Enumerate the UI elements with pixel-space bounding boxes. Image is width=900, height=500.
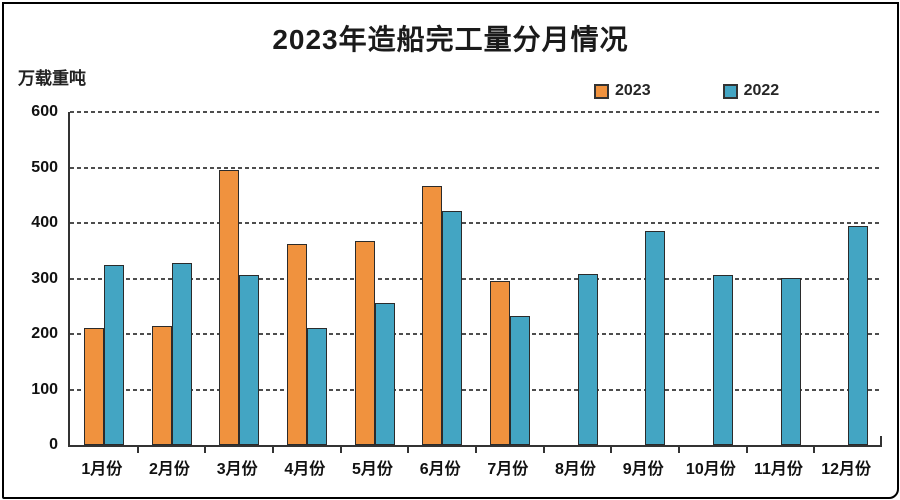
bar-2022-2月份 (171, 262, 192, 445)
x-tick-label-7月份: 7月份 (487, 461, 529, 478)
x-axis-tick (745, 447, 748, 453)
gridline-200 (70, 333, 882, 335)
x-axis-tick (610, 447, 613, 453)
x-axis-end-tick (880, 436, 882, 445)
bar-2022-9月份 (645, 230, 666, 445)
x-tick-label-11月份: 11月份 (754, 461, 803, 478)
x-tick-label-6月份: 6月份 (419, 461, 461, 478)
legend-entry-2023: 2023 (594, 82, 651, 100)
legend-label-2022: 2022 (743, 82, 780, 99)
y-tick-label-0: 0 (49, 436, 58, 453)
bar-2022-8月份 (577, 274, 598, 445)
gridline-100 (70, 388, 882, 391)
bar-2022-1月份 (103, 264, 124, 445)
plot-area (68, 111, 882, 453)
legend-swatch-2023 (594, 83, 609, 99)
x-tick-label-1月份: 1月份 (81, 461, 123, 478)
bar-2022-11月份 (780, 277, 801, 445)
bar-2023-4月份 (286, 243, 307, 445)
y-tick-label-400: 400 (31, 214, 58, 231)
bar-2023-3月份 (219, 170, 240, 445)
bar-2022-7月份 (509, 315, 530, 445)
bar-2022-5月份 (374, 302, 395, 445)
gridline-600 (70, 111, 882, 113)
x-axis-tick (204, 447, 207, 453)
x-tick-label-8月份: 8月份 (555, 461, 596, 478)
bar-2023-1月份 (83, 328, 104, 445)
legend-swatch-2022 (722, 83, 738, 99)
x-tick-label-5月份: 5月份 (352, 461, 393, 478)
x-axis-tick (339, 447, 342, 453)
y-tick-label-200: 200 (31, 325, 58, 342)
y-axis-unit-label: 万载重吨 (18, 69, 86, 88)
bar-2023-7月份 (489, 281, 510, 445)
bar-2022-10月份 (712, 275, 733, 445)
bar-2022-6月份 (442, 211, 463, 445)
bar-2022-3月份 (239, 275, 260, 445)
x-axis-tick (136, 447, 139, 453)
gridline-400 (70, 222, 882, 224)
x-axis-tick (813, 447, 816, 453)
chart-title: 2023年造船完工量分月情况 (272, 24, 629, 55)
x-tick-label-10月份: 10月份 (685, 461, 736, 478)
x-axis-tick (272, 447, 274, 453)
x-tick-label-12月份: 12月份 (821, 461, 872, 478)
y-tick-label-100: 100 (31, 380, 58, 398)
x-axis-tick (678, 447, 680, 453)
x-tick-label-2月份: 2月份 (149, 461, 190, 478)
x-tick-label-9月份: 9月份 (622, 461, 664, 478)
y-tick-label-300: 300 (31, 269, 58, 287)
x-tick-label-4月份: 4月份 (284, 461, 326, 478)
x-axis-tick (407, 447, 410, 453)
x-axis-tick (475, 447, 477, 453)
legend-label-2023: 2023 (615, 82, 651, 99)
x-tick-label-3月份: 3月份 (216, 461, 258, 478)
y-tick-label-600: 600 (31, 103, 58, 120)
bar-2023-5月份 (354, 240, 375, 445)
bar-2022-4月份 (306, 328, 327, 445)
bar-2023-2月份 (151, 326, 172, 445)
bar-2023-6月份 (422, 186, 443, 445)
x-axis-tick (542, 447, 545, 453)
legend-entry-2022: 2022 (722, 82, 780, 100)
y-tick-label-500: 500 (31, 158, 58, 176)
gridline-500 (70, 166, 882, 169)
bar-2022-12月份 (848, 226, 869, 445)
gridline-300 (70, 277, 882, 280)
legend: 2023 2022 (594, 82, 779, 100)
